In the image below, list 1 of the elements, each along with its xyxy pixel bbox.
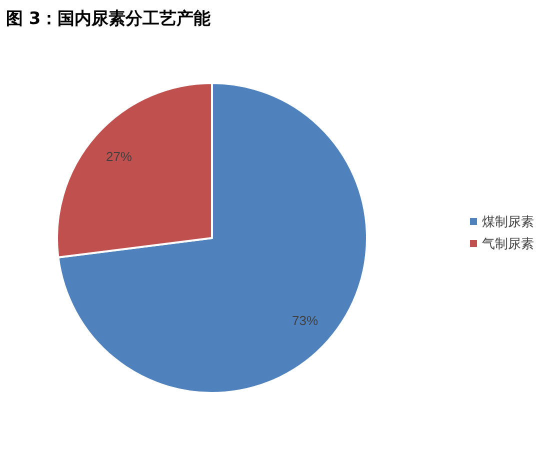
title: 图 3：国内尿素分工艺产能 xyxy=(6,9,211,29)
